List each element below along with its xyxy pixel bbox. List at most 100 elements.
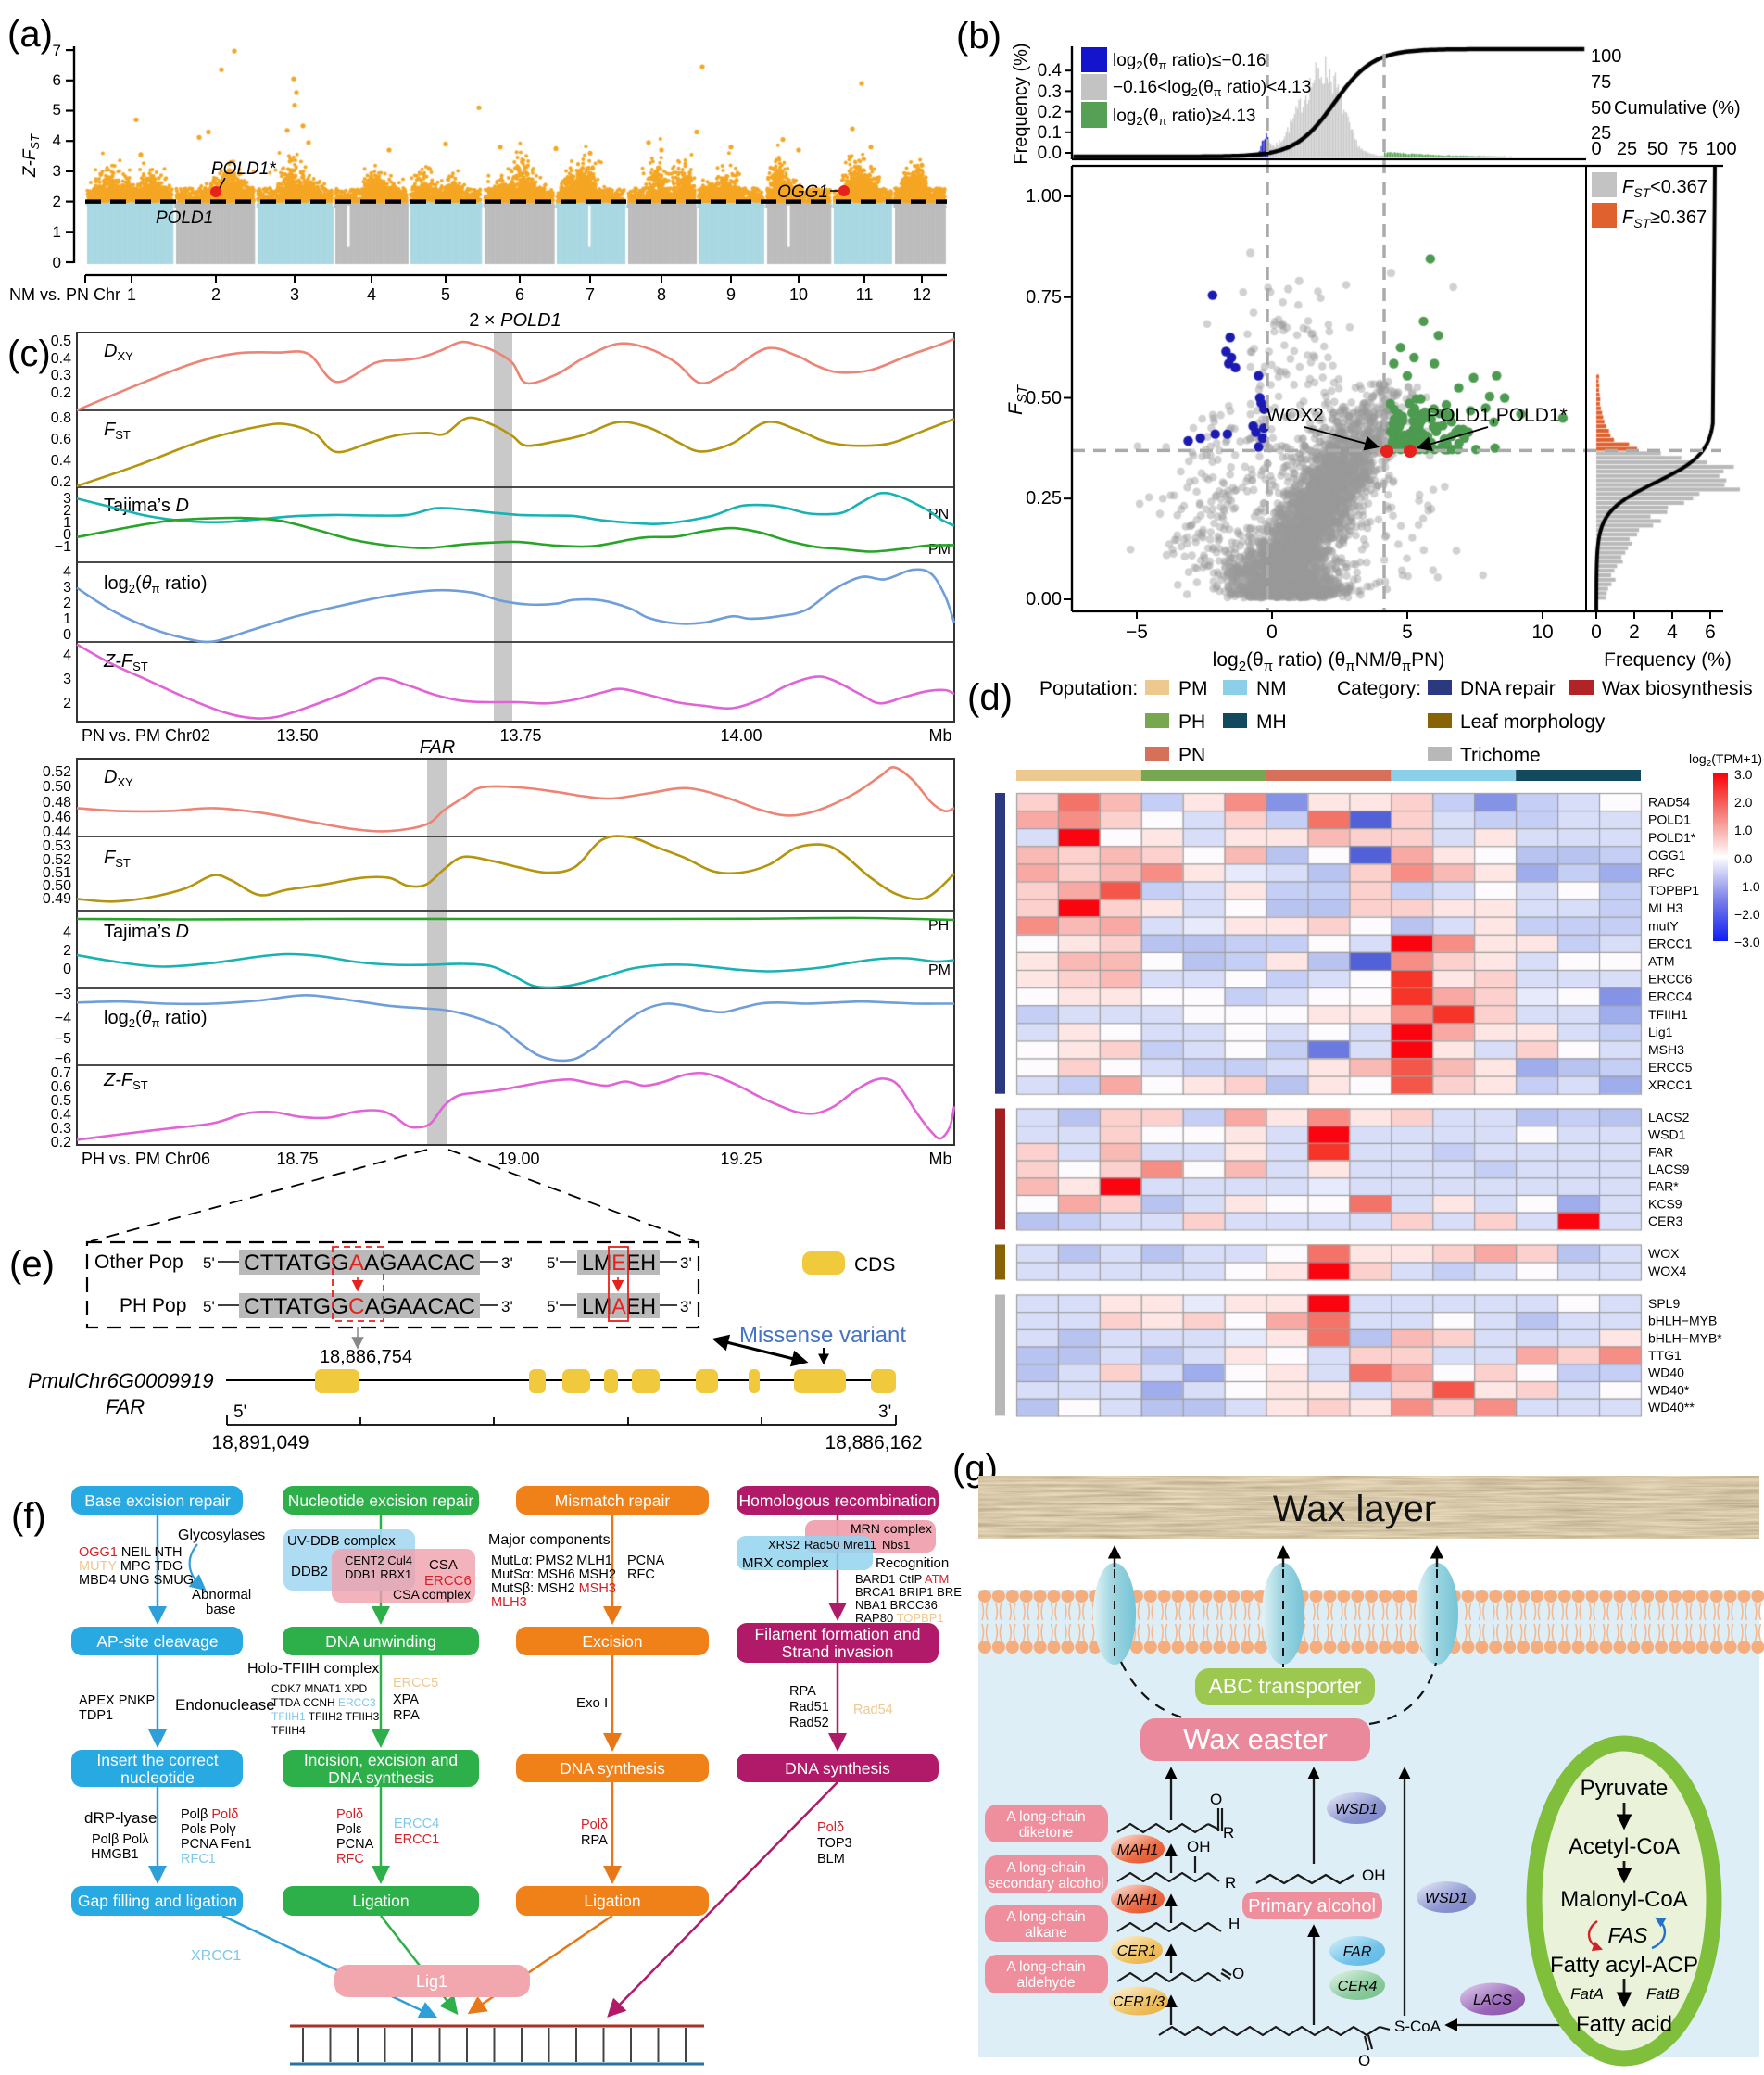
svg-text:bHLH−MYB*: bHLH−MYB* [1648, 1330, 1722, 1345]
svg-text:XRCC1: XRCC1 [1648, 1077, 1693, 1092]
svg-text:−3.0: −3.0 [1734, 935, 1760, 949]
svg-text:PH: PH [1178, 711, 1205, 733]
svg-text:Excision: Excision [582, 1632, 642, 1651]
svg-text:5': 5' [203, 1254, 215, 1272]
svg-text:1: 1 [63, 611, 71, 627]
svg-text:CENT2 Cul4: CENT2 Cul4 [345, 1553, 412, 1567]
svg-text:0.4: 0.4 [51, 453, 71, 469]
svg-text:MutLα: PMS2 MLH1: MutLα: PMS2 MLH1 [491, 1553, 612, 1568]
svg-text:WSD1: WSD1 [1335, 1802, 1378, 1817]
svg-text:alkane: alkane [1025, 1925, 1067, 1941]
svg-text:4: 4 [63, 648, 71, 663]
svg-text:FST: FST [104, 848, 131, 870]
svg-text:WOX: WOX [1648, 1246, 1680, 1261]
svg-text:DNA unwinding: DNA unwinding [325, 1632, 436, 1651]
svg-text:O: O [1358, 2052, 1370, 2069]
svg-text:POLD1: POLD1 [156, 208, 213, 228]
svg-text:NM vs. PN Chr: NM vs. PN Chr [9, 285, 120, 304]
svg-text:Acetyl-CoA: Acetyl-CoA [1569, 1834, 1680, 1859]
svg-text:base: base [206, 1602, 236, 1617]
svg-text:PN: PN [928, 507, 949, 522]
svg-text:0.4: 0.4 [51, 1107, 71, 1123]
svg-text:18,886,162: 18,886,162 [825, 1432, 922, 1453]
svg-text:bHLH−MYB: bHLH−MYB [1648, 1314, 1717, 1328]
svg-text:7: 7 [586, 285, 595, 304]
svg-text:1.0: 1.0 [1734, 823, 1753, 837]
svg-text:A long-chain: A long-chain [1006, 1959, 1085, 1975]
svg-text:19.00: 19.00 [498, 1150, 539, 1168]
svg-text:11: 11 [856, 285, 874, 304]
svg-text:Holo-TFIIH complex: Holo-TFIIH complex [247, 1661, 379, 1677]
svg-text:0.6: 0.6 [51, 432, 71, 447]
svg-text:7: 7 [53, 42, 61, 59]
svg-text:−3: −3 [55, 987, 71, 1002]
svg-text:BRCA1 BRIP1 BRE: BRCA1 BRIP1 BRE [855, 1585, 962, 1599]
svg-text:NBA1 BRCC36: NBA1 BRCC36 [855, 1598, 938, 1612]
svg-text:Polδ: Polδ [581, 1817, 608, 1832]
svg-text:ERCC5: ERCC5 [1648, 1060, 1693, 1075]
svg-text:log2(θπ ratio)≤−0.16: log2(θπ ratio)≤−0.16 [1113, 51, 1266, 72]
svg-text:2: 2 [63, 596, 71, 611]
svg-text:WOX2: WOX2 [1266, 405, 1324, 426]
svg-text:mutY: mutY [1648, 918, 1679, 933]
svg-text:FST≥0.367: FST≥0.367 [1622, 208, 1707, 231]
svg-text:Fatty acid: Fatty acid [1576, 2012, 1672, 2037]
svg-text:25: 25 [1591, 123, 1611, 144]
svg-text:RFC: RFC [336, 1852, 364, 1867]
svg-text:Trichome: Trichome [1460, 745, 1541, 766]
svg-text:LMAEH: LMAEH [582, 1294, 656, 1319]
svg-text:0: 0 [1266, 622, 1278, 643]
svg-text:−1: −1 [55, 539, 71, 555]
svg-text:PN: PN [1178, 745, 1205, 766]
svg-text:DNA synthesis: DNA synthesis [785, 1759, 890, 1778]
svg-text:Z-FST: Z-FST [103, 651, 148, 673]
svg-text:Malonyl-CoA: Malonyl-CoA [1560, 1887, 1687, 1912]
svg-text:log2(θπ ratio): log2(θπ ratio) [104, 573, 208, 596]
svg-text:6: 6 [1705, 622, 1716, 643]
svg-text:CSA complex: CSA complex [393, 1587, 471, 1602]
svg-text:aldehyde: aldehyde [1017, 1975, 1076, 1991]
svg-text:0.53: 0.53 [43, 838, 71, 854]
svg-text:OGG1 NEIL NTH: OGG1 NEIL NTH [79, 1545, 182, 1560]
svg-text:MAH1: MAH1 [1117, 1842, 1158, 1858]
svg-text:−6: −6 [55, 1051, 71, 1067]
svg-text:−5: −5 [55, 1031, 71, 1047]
svg-text:Fatty acyl-ACP: Fatty acyl-ACP [1550, 1953, 1698, 1978]
svg-text:3': 3' [501, 1254, 513, 1272]
svg-text:TFIIH1: TFIIH1 [1648, 1007, 1688, 1022]
svg-text:POLD1,POLD1*: POLD1,POLD1* [1427, 405, 1568, 426]
svg-text:Mb: Mb [928, 1150, 951, 1168]
svg-text:MLH3: MLH3 [1648, 900, 1683, 915]
svg-text:6: 6 [515, 285, 524, 304]
svg-text:AP-site cleavage: AP-site cleavage [96, 1632, 218, 1651]
svg-text:Frequency (%): Frequency (%) [1011, 43, 1031, 164]
svg-text:SPL9: SPL9 [1648, 1296, 1680, 1311]
svg-text:WD40: WD40 [1648, 1365, 1684, 1380]
svg-text:FAR*: FAR* [1648, 1179, 1679, 1194]
svg-text:BLM: BLM [817, 1852, 845, 1867]
svg-text:13.75: 13.75 [499, 726, 541, 745]
svg-text:Polδ: Polδ [817, 1820, 844, 1835]
svg-text:Filament formation and: Filament formation and [755, 1625, 921, 1643]
svg-text:0.50: 0.50 [1026, 388, 1062, 409]
svg-text:(a): (a) [7, 14, 53, 55]
svg-text:2: 2 [63, 696, 71, 711]
svg-text:MRX complex: MRX complex [742, 1555, 829, 1571]
svg-text:MBD4 UNG SMUG: MBD4 UNG SMUG [79, 1573, 194, 1588]
svg-text:0.6: 0.6 [51, 1079, 71, 1095]
svg-text:0.50: 0.50 [43, 878, 71, 894]
svg-text:(e): (e) [9, 1244, 55, 1285]
svg-text:0.3: 0.3 [1038, 82, 1062, 102]
svg-text:18,891,049: 18,891,049 [211, 1432, 309, 1453]
svg-text:log2(θπ ratio)≥4.13: log2(θπ ratio)≥4.13 [1113, 107, 1255, 128]
svg-text:0.3: 0.3 [51, 1121, 71, 1137]
svg-text:2: 2 [63, 943, 71, 959]
svg-text:ERCC4: ERCC4 [394, 1817, 439, 1831]
svg-text:0.4: 0.4 [51, 351, 71, 367]
svg-text:0: 0 [1591, 622, 1602, 643]
svg-text:PM: PM [928, 962, 951, 978]
svg-text:10: 10 [789, 285, 808, 304]
svg-text:Tajima’s D: Tajima’s D [104, 922, 189, 942]
svg-text:Frequency (%): Frequency (%) [1604, 649, 1732, 671]
svg-text:FatA: FatA [1570, 1985, 1604, 2003]
